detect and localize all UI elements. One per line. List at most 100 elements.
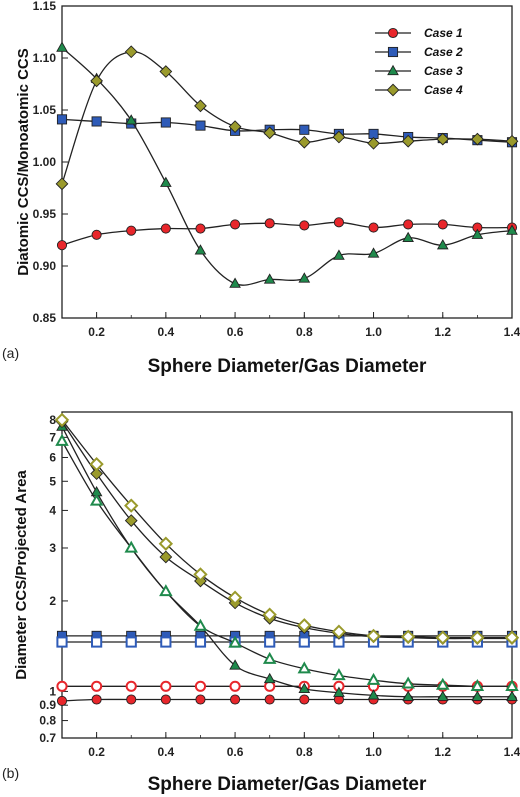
y-tick-label: 5 — [49, 474, 56, 488]
data-point — [435, 677, 450, 690]
y-tick-label: 2 — [49, 594, 56, 608]
data-point — [470, 678, 485, 691]
data-point — [160, 694, 171, 705]
data-point — [56, 240, 68, 251]
data-point — [297, 135, 311, 149]
data-point — [124, 498, 139, 513]
y-tick-label: 0.7 — [39, 731, 56, 745]
data-point — [160, 176, 172, 187]
data-point — [89, 457, 104, 472]
data-point — [160, 223, 171, 234]
data-point — [436, 690, 449, 701]
data-point — [298, 682, 311, 693]
data-point — [264, 636, 276, 648]
data-point — [124, 45, 138, 59]
x-tick-label: 0.8 — [296, 325, 313, 339]
data-point — [333, 249, 345, 260]
y-tick-label: 1.15 — [33, 0, 57, 13]
x-tick-label: 0.2 — [88, 325, 105, 339]
series-case-3 — [56, 41, 518, 288]
data-point — [298, 636, 310, 648]
data-point — [367, 247, 380, 258]
data-point — [230, 219, 241, 230]
y-axis-label: Diameter CCS/Projected Area — [13, 470, 30, 680]
data-point — [437, 219, 448, 230]
data-point — [228, 635, 242, 648]
panel-a: 0.2 0.4 0.6 0.8 1.0 1.2 1.4 0.85 0.90 0.95 1.00 1.0… — [2, 0, 520, 377]
data-point — [435, 630, 450, 645]
data-point — [194, 244, 207, 255]
data-point — [299, 220, 310, 231]
data-point — [56, 695, 68, 706]
legend-marker — [387, 46, 399, 58]
x-tick-label: 1.4 — [504, 325, 520, 339]
x-tick-label: 0.6 — [227, 745, 244, 759]
x-tick-label: 1.2 — [434, 325, 451, 339]
series-triangle-filled — [56, 420, 518, 701]
y-tick-label: 1.05 — [33, 103, 57, 117]
series-line — [61, 47, 513, 286]
data-point — [125, 636, 137, 648]
data-point — [91, 680, 103, 692]
data-point — [400, 629, 416, 644]
data-point — [227, 590, 243, 605]
data-point — [402, 231, 414, 243]
data-point — [401, 676, 415, 689]
y-tick-label: 1.00 — [33, 155, 57, 169]
data-point — [297, 661, 312, 674]
data-point — [56, 41, 68, 52]
data-point — [229, 277, 241, 288]
data-point — [402, 690, 414, 701]
data-point — [91, 636, 103, 648]
x-tick-label: 1.0 — [365, 745, 382, 759]
data-point — [124, 540, 139, 553]
data-point — [195, 694, 206, 705]
data-point — [126, 225, 137, 236]
data-point — [505, 134, 519, 148]
data-point — [264, 694, 275, 705]
data-point — [194, 636, 207, 648]
legend-entry: Case 2 — [424, 45, 463, 59]
data-point — [124, 514, 138, 527]
data-point — [366, 628, 381, 644]
data-point — [229, 680, 241, 692]
panel-label: (a) — [2, 345, 19, 361]
x-tick-label: 1.4 — [504, 745, 520, 759]
data-point — [505, 678, 519, 691]
data-point — [470, 132, 484, 146]
legend-entry: Case 1 — [424, 26, 463, 40]
x-tick-label: 0.2 — [88, 745, 105, 759]
legend: Case 1 Case 2 Case 3 Case 4 — [375, 26, 463, 97]
plot-frame — [61, 411, 513, 739]
data-point — [332, 668, 346, 681]
y-tick-label: 3 — [49, 541, 56, 555]
data-point — [297, 618, 312, 633]
data-point — [436, 238, 449, 250]
data-point — [504, 630, 520, 645]
data-point — [228, 120, 242, 134]
data-point — [158, 536, 174, 551]
panel-b: 0.2 0.4 0.6 0.8 1.0 1.2 1.4 0.7 0.8 0.91 2 3 4 5 6 7 8 Sp… — [2, 411, 520, 795]
x-tick-label: 0.4 — [158, 745, 175, 759]
series-case-4 — [55, 45, 519, 191]
y-tick-label: 0.90 — [33, 259, 57, 273]
data-point — [506, 690, 518, 701]
panel-label: (b) — [2, 765, 19, 781]
data-point — [264, 218, 275, 229]
data-point — [159, 65, 173, 78]
data-point — [91, 116, 102, 127]
data-point — [195, 223, 206, 234]
data-point — [298, 272, 311, 283]
y-tick-label: 6 — [49, 450, 56, 464]
data-point — [471, 228, 484, 239]
x-axis-label: Sphere Diameter/Gas Diameter — [148, 356, 427, 377]
data-point — [436, 132, 450, 146]
y-tick-label: 1.10 — [33, 51, 57, 65]
data-point — [195, 120, 206, 131]
data-point — [89, 493, 104, 506]
series-triangle-open — [55, 433, 519, 691]
data-point — [299, 694, 310, 705]
x-tick-label: 0.4 — [158, 325, 175, 339]
data-point — [54, 412, 70, 428]
data-point — [470, 630, 485, 645]
